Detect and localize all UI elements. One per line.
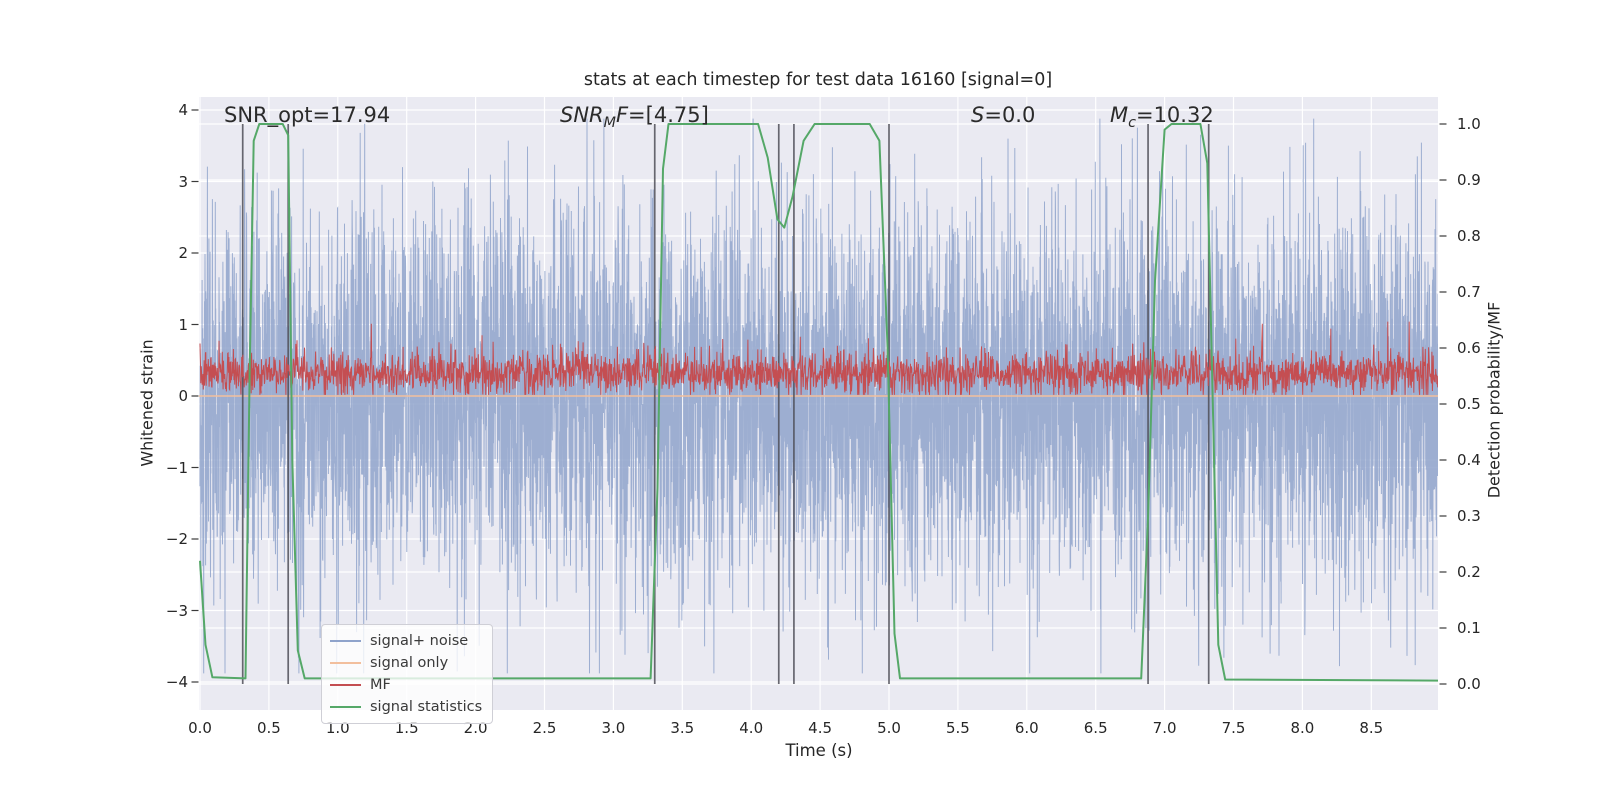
- y-left-tick-label: 0: [178, 387, 188, 405]
- series-mf: [199, 321, 1438, 395]
- x-tick-label: 3.5: [670, 719, 695, 737]
- y-right-tick-label: 1.0: [1457, 115, 1481, 133]
- tick-marks: [191, 109, 1447, 685]
- annotation-s-rest: =0.0: [984, 103, 1036, 127]
- x-tick-label: 6.5: [1083, 719, 1108, 737]
- y-right-tick-label: 0.2: [1457, 563, 1481, 581]
- legend-label: signal only: [370, 655, 449, 671]
- legend-item: signal statistics: [330, 696, 492, 718]
- y-left-tick-label: 1: [178, 315, 188, 334]
- y-right-tick-label: 0.9: [1457, 171, 1481, 189]
- legend-item: signal+ noise: [330, 630, 492, 652]
- legend-item: MF: [330, 674, 492, 696]
- annotation-mc: Mc=10.32: [1110, 103, 1214, 131]
- series-signal-statistics: [199, 123, 1438, 682]
- annotation-mc-base: M: [1110, 103, 1129, 127]
- y-axis-label-right: Detection probability/MF: [1484, 301, 1504, 499]
- x-tick-label: 8.0: [1290, 719, 1315, 737]
- annotation-s: S=0.0: [971, 103, 1035, 127]
- y-right-tick-label: 0.0: [1457, 675, 1481, 693]
- x-tick-label: 0.5: [256, 719, 281, 737]
- x-tick-label: 8.5: [1359, 719, 1384, 737]
- x-tick-label: 5.5: [945, 719, 970, 737]
- legend: signal+ noise signal only MF signal statist…: [321, 624, 493, 724]
- x-tick-label: 7.0: [1152, 719, 1177, 737]
- annotation-snr-mf-rest: =[4.75]: [628, 103, 709, 127]
- annotation-snr-opt: SNR_opt=17.94: [224, 103, 390, 127]
- y-right-tick-label: 0.8: [1457, 227, 1481, 245]
- y-left-tick-label: 2: [178, 244, 188, 262]
- annotation-mc-sub: c: [1128, 115, 1136, 132]
- y-right-tick-label: 0.5: [1457, 395, 1481, 413]
- x-tick-label: 7.5: [1221, 719, 1246, 737]
- legend-line-swatch: [330, 661, 361, 665]
- y-right-tick-label: 0.1: [1457, 619, 1481, 637]
- annotation-snr-mf-base2: F: [615, 103, 629, 127]
- legend-label: signal statistics: [370, 699, 483, 715]
- annotation-snr-mf: SNRMF=[4.75]: [560, 103, 709, 131]
- legend-label: MF: [370, 677, 391, 693]
- y-left-tick-label: −3: [165, 601, 188, 620]
- y-right-tick-label: 0.7: [1457, 283, 1481, 301]
- legend-line-swatch: [330, 705, 361, 709]
- chart-title: stats at each timestep for test data 161…: [583, 70, 1053, 90]
- legend-line-swatch: [330, 683, 361, 687]
- annotation-snr-mf-sub: M: [603, 115, 616, 132]
- x-axis-label: Time (s): [785, 741, 853, 760]
- y-left-tick-label: −1: [165, 458, 188, 477]
- x-tick-label: 5.0: [877, 719, 901, 737]
- annotation-snr-mf-base: SNR: [560, 103, 604, 127]
- y-left-tick-label: 4: [178, 101, 188, 119]
- legend-item: signal only: [330, 652, 492, 674]
- y-right-tick-label: 0.3: [1457, 507, 1481, 525]
- y-right-tick-label: 0.4: [1457, 451, 1481, 469]
- annotation-mc-rest: =10.32: [1135, 103, 1214, 127]
- y-left-tick-label: −4: [165, 673, 188, 691]
- annotation-snr-opt-text: SNR_opt=17.94: [224, 103, 391, 127]
- x-tick-label: 4.5: [808, 719, 833, 737]
- x-tick-label: 0.0: [188, 719, 212, 737]
- legend-label: signal+ noise: [370, 633, 469, 649]
- x-tick-label: 3.0: [601, 719, 626, 737]
- y-left-tick-label: −2: [165, 530, 188, 548]
- annotation-s-base: S: [971, 103, 985, 127]
- x-tick-label: 2.5: [532, 719, 557, 737]
- legend-line-swatch: [330, 639, 361, 643]
- series-group: [199, 118, 1438, 684]
- y-left-tick-label: 3: [178, 172, 188, 191]
- x-tick-label: 6.0: [1014, 719, 1039, 737]
- y-right-tick-label: 0.6: [1457, 339, 1481, 357]
- x-tick-label: 4.0: [739, 719, 764, 737]
